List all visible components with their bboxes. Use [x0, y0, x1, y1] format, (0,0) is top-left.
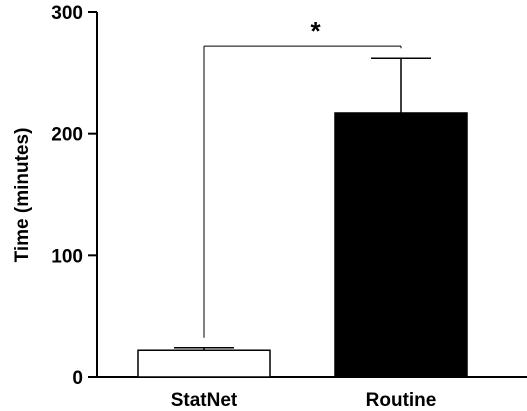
error-bars: [174, 57, 431, 351]
y-tick-label: 200: [51, 125, 83, 146]
bar: [137, 349, 271, 378]
significance-bracket: *: [203, 16, 402, 338]
y-axis-title: Time (minutes): [12, 128, 33, 263]
x-tick-label: StatNet: [171, 390, 238, 411]
x-axis: StatNet Routine: [97, 376, 527, 411]
y-tick-label: 300: [51, 3, 83, 24]
y-tick-label: 0: [72, 368, 83, 389]
bars: [137, 112, 468, 378]
y-axis: 0 100 200 300: [51, 3, 98, 389]
x-tick-label: Routine: [366, 390, 437, 411]
significance-label: *: [310, 16, 321, 46]
bar: [334, 112, 468, 378]
y-tick-label: 100: [51, 246, 83, 267]
